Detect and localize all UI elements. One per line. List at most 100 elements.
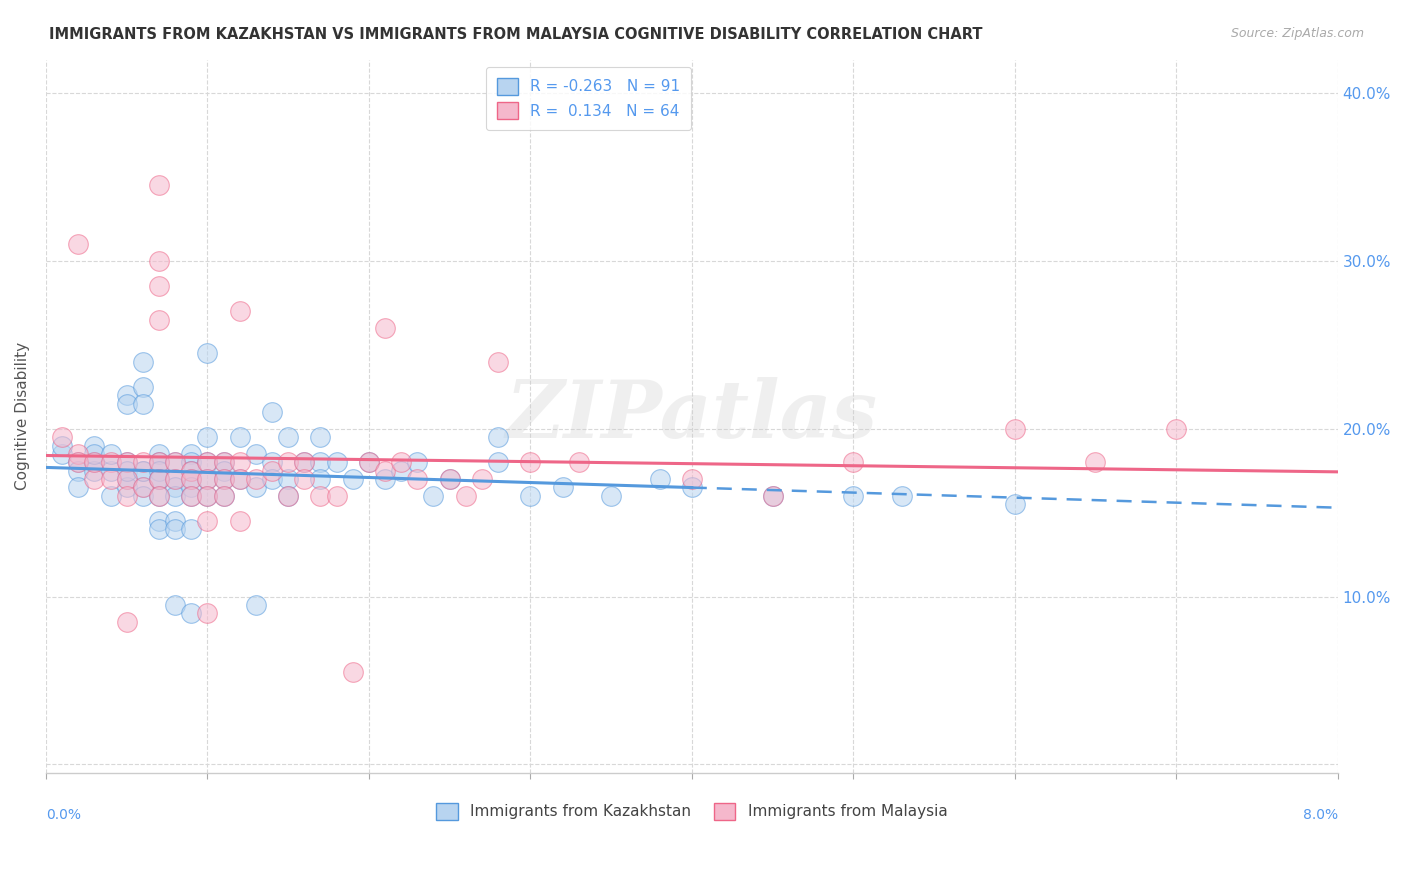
Point	[148, 254, 170, 268]
Point	[406, 472, 429, 486]
Point	[842, 455, 865, 469]
Point	[228, 472, 250, 486]
Point	[180, 607, 202, 621]
Point	[180, 472, 202, 486]
Point	[67, 464, 90, 478]
Point	[148, 472, 170, 486]
Point	[486, 354, 509, 368]
Point	[180, 464, 202, 478]
Point	[551, 481, 574, 495]
Point	[212, 455, 235, 469]
Point	[197, 455, 219, 469]
Point	[277, 455, 299, 469]
Point	[132, 396, 155, 410]
Point	[245, 481, 267, 495]
Point	[309, 455, 332, 469]
Point	[51, 447, 73, 461]
Point	[245, 447, 267, 461]
Point	[277, 489, 299, 503]
Point	[260, 472, 283, 486]
Point	[132, 481, 155, 495]
Point	[681, 472, 703, 486]
Point	[132, 464, 155, 478]
Point	[342, 665, 364, 679]
Point	[148, 455, 170, 469]
Point	[148, 178, 170, 193]
Point	[260, 455, 283, 469]
Point	[180, 523, 202, 537]
Point	[357, 455, 380, 469]
Point	[165, 489, 187, 503]
Point	[197, 514, 219, 528]
Point	[422, 489, 444, 503]
Point	[761, 489, 783, 503]
Point	[277, 472, 299, 486]
Point	[100, 489, 122, 503]
Point	[197, 489, 219, 503]
Point	[115, 472, 138, 486]
Point	[228, 514, 250, 528]
Point	[148, 523, 170, 537]
Point	[245, 472, 267, 486]
Point	[325, 489, 347, 503]
Point	[180, 489, 202, 503]
Point	[132, 455, 155, 469]
Point	[568, 455, 591, 469]
Point	[180, 481, 202, 495]
Point	[890, 489, 912, 503]
Point	[115, 481, 138, 495]
Point	[67, 455, 90, 469]
Point	[148, 472, 170, 486]
Point	[519, 489, 541, 503]
Point	[325, 455, 347, 469]
Point	[260, 405, 283, 419]
Point	[197, 489, 219, 503]
Point	[374, 464, 396, 478]
Point	[342, 472, 364, 486]
Point	[165, 472, 187, 486]
Point	[148, 312, 170, 326]
Point	[132, 464, 155, 478]
Point	[1004, 422, 1026, 436]
Point	[180, 447, 202, 461]
Text: ZIPatlas: ZIPatlas	[506, 377, 877, 455]
Point	[212, 455, 235, 469]
Point	[309, 430, 332, 444]
Text: IMMIGRANTS FROM KAZAKHSTAN VS IMMIGRANTS FROM MALAYSIA COGNITIVE DISABILITY CORR: IMMIGRANTS FROM KAZAKHSTAN VS IMMIGRANTS…	[49, 27, 983, 42]
Text: Source: ZipAtlas.com: Source: ZipAtlas.com	[1230, 27, 1364, 40]
Point	[212, 489, 235, 503]
Point	[1166, 422, 1188, 436]
Point	[212, 489, 235, 503]
Legend: Immigrants from Kazakhstan, Immigrants from Malaysia: Immigrants from Kazakhstan, Immigrants f…	[430, 797, 953, 826]
Point	[148, 489, 170, 503]
Point	[406, 455, 429, 469]
Point	[83, 438, 105, 452]
Point	[165, 598, 187, 612]
Point	[197, 472, 219, 486]
Point	[761, 489, 783, 503]
Point	[51, 430, 73, 444]
Point	[842, 489, 865, 503]
Point	[67, 237, 90, 252]
Point	[357, 455, 380, 469]
Point	[1084, 455, 1107, 469]
Point	[148, 447, 170, 461]
Point	[83, 464, 105, 478]
Point	[439, 472, 461, 486]
Point	[309, 472, 332, 486]
Point	[115, 455, 138, 469]
Point	[228, 304, 250, 318]
Point	[132, 380, 155, 394]
Point	[115, 464, 138, 478]
Point	[115, 388, 138, 402]
Point	[197, 455, 219, 469]
Point	[389, 464, 412, 478]
Point	[67, 481, 90, 495]
Point	[132, 354, 155, 368]
Point	[67, 455, 90, 469]
Point	[245, 598, 267, 612]
Point	[148, 472, 170, 486]
Point	[180, 489, 202, 503]
Point	[165, 514, 187, 528]
Point	[309, 489, 332, 503]
